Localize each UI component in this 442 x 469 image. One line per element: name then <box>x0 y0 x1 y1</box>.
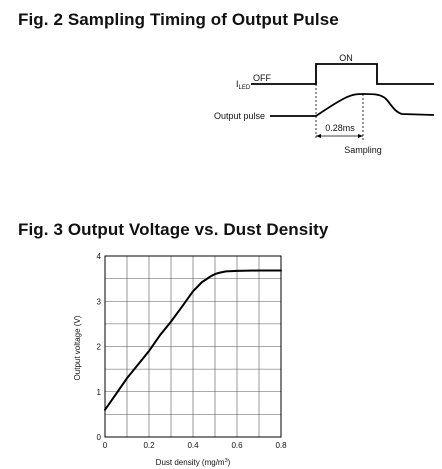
delay-label: 0.28ms <box>325 123 355 133</box>
iled-waveform <box>251 63 434 85</box>
x-tick-label: 0.6 <box>231 441 243 450</box>
iled-label: ILED <box>236 79 251 91</box>
off-label: OFF <box>253 73 271 83</box>
output-pulse-label: Output pulse <box>214 111 265 121</box>
y-tick-label: 3 <box>97 297 102 306</box>
x-tick-label: 0.2 <box>143 441 155 450</box>
x-tick-label: 0 <box>103 441 108 450</box>
y-tick-label: 2 <box>97 343 102 352</box>
on-label: ON <box>339 53 353 63</box>
x-axis-label: Dust density (mg/m3) <box>156 458 231 467</box>
series-group <box>104 269 282 411</box>
plot-frame <box>104 255 282 438</box>
x-axis-label-sup: 3 <box>225 458 228 464</box>
timing-diagram: ON ILED OFF Output pulse 0.28ms Sampling <box>214 53 435 155</box>
y-tick-labels: 0 1 2 3 4 <box>97 252 102 442</box>
y-tick-label: 0 <box>97 433 102 442</box>
fig2-title: Fig. 2 Sampling Timing of Output Pulse <box>18 10 339 29</box>
y-tick-label: 1 <box>97 388 102 397</box>
x-tick-labels: 0 0.2 0.4 0.6 0.8 <box>103 441 287 450</box>
x-tick-label: 0.4 <box>187 441 199 450</box>
y-tick-label: 4 <box>97 252 102 261</box>
delay-arrow-left <box>316 134 321 138</box>
sampling-label: Sampling <box>344 145 382 155</box>
output-pulse-waveform <box>270 93 435 117</box>
iled-main: I <box>236 79 239 89</box>
y-axis-label: Output voltage (V) <box>73 315 82 380</box>
series-line <box>104 269 282 411</box>
fig3-title: Fig. 3 Output Voltage vs. Dust Density <box>18 220 329 239</box>
x-axis-label-tail: ) <box>228 458 231 467</box>
iled-subscript: LED <box>239 85 251 91</box>
x-axis-label-main: Dust density (mg/m <box>156 458 225 467</box>
chart-grid <box>105 256 281 437</box>
x-tick-label: 0.8 <box>275 441 287 450</box>
delay-arrow-right <box>358 134 363 138</box>
